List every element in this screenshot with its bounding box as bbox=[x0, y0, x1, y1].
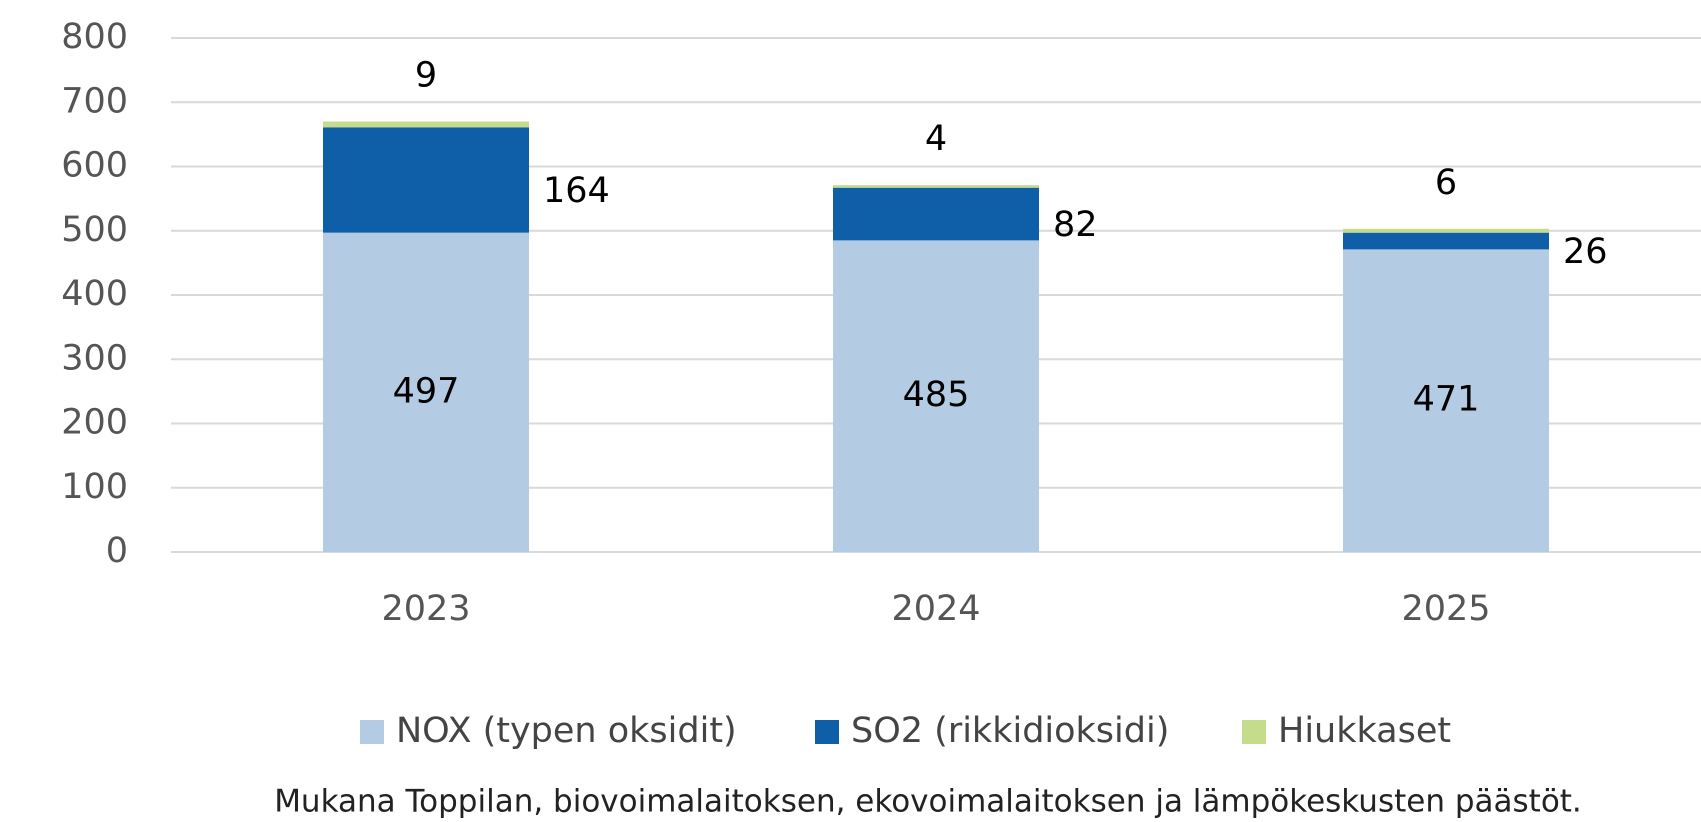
data-label: 6 bbox=[1435, 163, 1457, 203]
legend-swatch bbox=[1242, 720, 1266, 744]
y-tick-label: 200 bbox=[61, 403, 128, 443]
bar-segment bbox=[833, 185, 1039, 188]
y-tick-label: 0 bbox=[106, 531, 128, 571]
legend-swatch bbox=[360, 720, 384, 744]
y-tick-label: 600 bbox=[61, 146, 128, 186]
data-label: 471 bbox=[1413, 380, 1480, 420]
data-label: 164 bbox=[543, 171, 610, 211]
legend-label: Hiukkaset bbox=[1278, 711, 1451, 751]
data-label: 26 bbox=[1563, 232, 1608, 272]
data-label: 4 bbox=[925, 119, 947, 159]
y-tick-label: 800 bbox=[61, 17, 128, 57]
bar-segment bbox=[833, 240, 1039, 552]
y-tick-label: 500 bbox=[61, 210, 128, 250]
x-tick-label: 2024 bbox=[891, 589, 980, 629]
legend-label: SO2 (rikkidioksidi) bbox=[851, 711, 1169, 751]
data-label: 497 bbox=[393, 371, 460, 411]
legend-label: NOX (typen oksidit) bbox=[396, 711, 737, 751]
bar-segment bbox=[1343, 228, 1549, 233]
bar-segment bbox=[323, 232, 529, 553]
bar-segment bbox=[1343, 232, 1549, 250]
bar-segment bbox=[323, 127, 529, 233]
x-tick-label: 2025 bbox=[1401, 589, 1490, 629]
legend-swatch bbox=[815, 720, 839, 744]
bar-segment bbox=[323, 121, 529, 128]
y-tick-label: 300 bbox=[61, 338, 128, 378]
y-tick-label: 700 bbox=[61, 81, 128, 121]
y-tick-label: 400 bbox=[61, 274, 128, 314]
data-label: 82 bbox=[1053, 205, 1098, 245]
x-tick-label: 2023 bbox=[381, 589, 470, 629]
data-label: 485 bbox=[903, 375, 970, 415]
data-label: 9 bbox=[415, 56, 437, 96]
bar-segment bbox=[1343, 249, 1549, 552]
bar-segment bbox=[833, 187, 1039, 241]
y-tick-label: 100 bbox=[61, 467, 128, 507]
footnote: Mukana Toppilan, biovoimalaitoksen, ekov… bbox=[274, 784, 1582, 820]
